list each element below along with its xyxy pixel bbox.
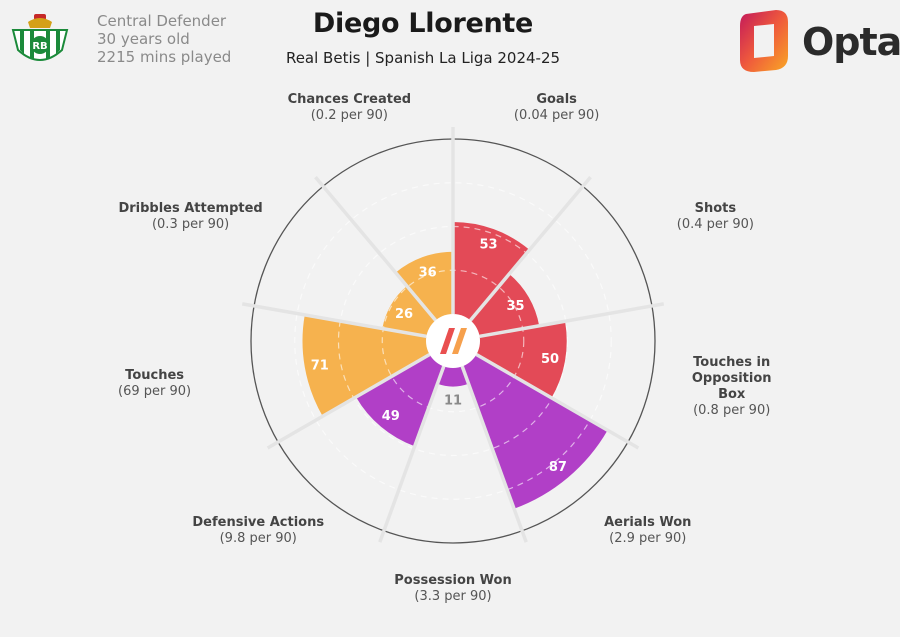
player-info: Central Defender 30 years old 2215 mins …	[97, 12, 231, 66]
radar-value-label-1: 53	[479, 238, 497, 253]
radar-spoke-6	[378, 365, 446, 543]
radar-category-per90: (2.9 per 90)	[609, 530, 687, 546]
radar-category-name: Chances Created	[287, 91, 412, 107]
radar-category-label-3: Touches in Opposition Box (0.8 per 90)	[677, 355, 787, 419]
radar-value-label-9: 36	[419, 265, 437, 280]
radar-category-label-6: Defensive Actions (9.8 per 90)	[183, 515, 333, 547]
radar-category-name: Dribbles Attempted	[118, 201, 263, 216]
player-age: 30 years old	[97, 30, 190, 48]
radar-category-per90: (0.2 per 90)	[310, 107, 388, 123]
radar-spoke-3	[479, 302, 665, 339]
radar-value-label-6: 49	[382, 409, 400, 424]
radar-value-label-2: 35	[507, 299, 525, 314]
radar-spoke-9	[314, 175, 437, 322]
center-logo-left-icon	[440, 328, 455, 354]
opta-mark-icon	[740, 10, 788, 72]
opta-logo: Opta	[736, 8, 900, 74]
radar-category-name: Possession Won	[394, 573, 512, 588]
radar-category-label-2: Shots (0.4 per 90)	[640, 201, 790, 233]
radar-category-name: Shots	[694, 201, 737, 216]
radar-category-label-4: Aerials Won (2.9 per 90)	[573, 515, 723, 547]
radar-category-name: Touches	[125, 368, 185, 384]
player-minutes: 2215 mins played	[97, 48, 232, 66]
radar-category-per90: (0.3 per 90)	[151, 217, 230, 232]
page-subtitle: Real Betis | Spanish La Liga 2024-25	[285, 49, 561, 67]
radar-category-per90: (69 per 90)	[118, 384, 192, 400]
radar-spoke-7	[266, 352, 431, 450]
center-logo-right-icon	[452, 328, 467, 354]
radar-category-per90: (0.8 per 90)	[693, 402, 771, 418]
radar-category-label-9: Chances Created (0.2 per 90)	[274, 92, 424, 124]
radar-wedge-1	[452, 220, 532, 344]
radar-spoke-4	[475, 352, 640, 450]
radar-wedge-7	[301, 313, 456, 418]
radar-grid-ring-75	[294, 182, 612, 500]
radar-center	[426, 314, 480, 368]
radar-category-name: Defensive Actions	[192, 514, 325, 530]
radar-category-label-8: Dribbles Attempted (0.3 per 90)	[116, 201, 266, 233]
player-position: Central Defender	[97, 12, 227, 30]
radar-value-label-3: 50	[541, 352, 559, 367]
radar-category-label-7: Touches (69 per 90)	[80, 368, 230, 400]
radar-value-label-7: 71	[311, 358, 329, 373]
radar-value-label-5: 11	[444, 393, 462, 408]
radar-category-label-5: Possession Won (3.3 per 90)	[378, 573, 528, 605]
page-title: Diego Llorente	[312, 8, 534, 39]
radar-category-name: Aerials Won	[604, 514, 692, 530]
radar-category-per90: (3.3 per 90)	[414, 589, 492, 604]
club-crest-icon: RB	[11, 14, 69, 61]
radar-spoke-8	[241, 302, 427, 339]
radar-spoke-2	[469, 175, 592, 322]
radar-spoke-5	[460, 365, 528, 543]
radar-wedge-4	[451, 339, 610, 511]
radar-value-label-8: 26	[395, 307, 413, 322]
radar-category-per90: (9.8 per 90)	[219, 530, 297, 546]
radar-category-per90: (0.04 per 90)	[513, 107, 600, 123]
svg-text:RB: RB	[32, 41, 47, 52]
radar-category-label-1: Goals (0.04 per 90)	[482, 92, 632, 124]
radar-category-per90: (0.4 per 90)	[676, 217, 754, 232]
radar-category-name: Goals	[536, 91, 577, 107]
radar-category-name: Touches in Opposition Box	[691, 354, 772, 402]
radar-value-label-4: 87	[549, 460, 567, 475]
opta-wordmark: Opta	[802, 20, 900, 64]
